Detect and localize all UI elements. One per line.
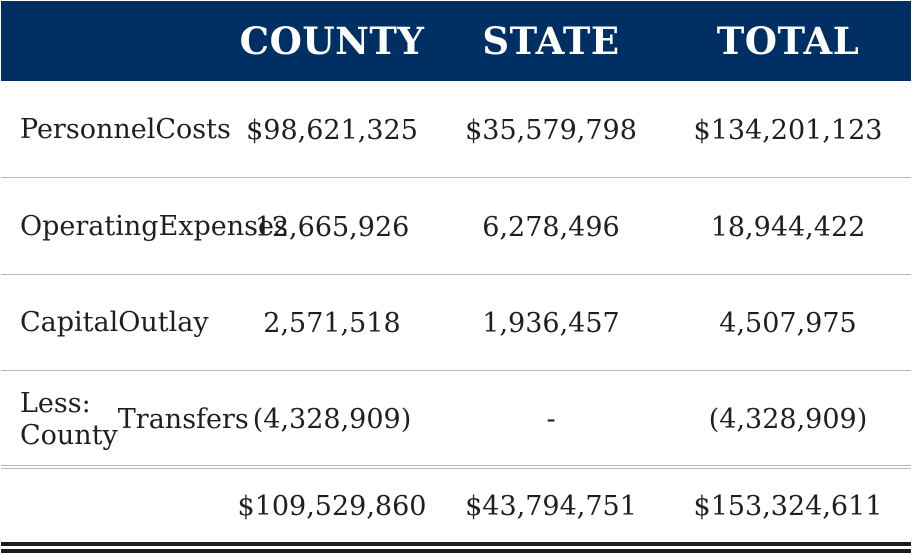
total-value: 4,507,975 (719, 307, 857, 339)
header-blank-cell (1, 1, 227, 81)
row-label-line: Personnel (20, 114, 156, 145)
totals-separator-bottom (1, 468, 911, 469)
table-row-personnel-costs: Personnel Costs $98,621,325 $35,579,798 … (1, 83, 911, 178)
table-row-capital-outlay: Capital Outlay 2,571,518 1,936,457 4,507… (1, 276, 911, 371)
row-label-line: Operating (20, 211, 159, 242)
county-value: 2,571,518 (263, 307, 401, 339)
row-label-line: Capital (20, 307, 119, 338)
totals-separator-top (1, 465, 911, 466)
row-label: Capital Outlay (1, 276, 227, 370)
row-label-line: Less: County (20, 387, 118, 451)
table-header: COUNTY STATE TOTAL (1, 1, 911, 81)
total-value: 18,944,422 (710, 211, 866, 243)
row-label: Personnel Costs (1, 83, 231, 177)
total-value: $134,201,123 (693, 114, 883, 146)
total-value: (4,328,909) (708, 404, 868, 435)
table-row-operating-expenses: Operating Expenses 12,665,926 6,278,496 … (1, 180, 911, 275)
row-label-line: Outlay (118, 307, 209, 338)
grand-total: $153,324,611 (693, 490, 883, 522)
row-label-line: Costs (155, 114, 231, 145)
header-total: TOTAL (716, 19, 860, 63)
row-label-line: Transfers (117, 403, 249, 435)
county-value: $98,621,325 (246, 114, 418, 146)
table-row-less-county-transfers: Less: County Transfers (4,328,909) - (4,… (1, 372, 911, 467)
county-total: $109,529,860 (237, 490, 427, 522)
county-value: (4,328,909) (252, 404, 412, 435)
state-value: $35,579,798 (465, 114, 637, 146)
row-label-line: Expenses (158, 211, 288, 242)
state-value: 6,278,496 (482, 211, 620, 243)
table-row-totals: $109,529,860 $43,794,751 $153,324,611 (1, 470, 911, 542)
header-state: STATE (482, 19, 620, 63)
totals-label (1, 470, 227, 542)
bottom-rule (1, 549, 911, 553)
bottom-rule (1, 542, 911, 546)
row-label: Operating Expenses (1, 180, 288, 274)
county-value: 12,665,926 (254, 211, 410, 243)
row-label: Less: County Transfers (1, 372, 249, 467)
state-total: $43,794,751 (465, 490, 637, 522)
state-value: - (546, 404, 556, 435)
header-county: COUNTY (239, 19, 425, 63)
state-value: 1,936,457 (482, 307, 620, 339)
